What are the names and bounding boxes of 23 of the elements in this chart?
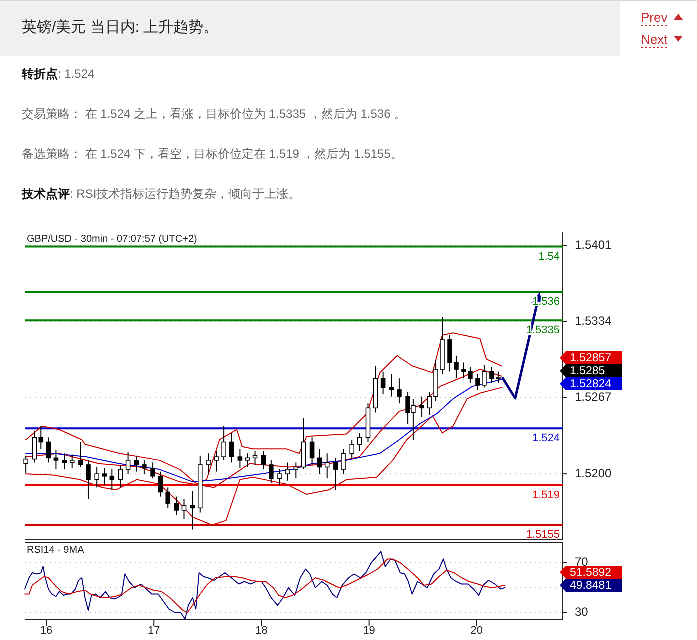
y-tick-label: 1.5401 [575,238,612,252]
ref-line-label: 1.524 [532,432,560,445]
ref-line-label: 1.5155 [526,529,560,542]
text: 技术点评: RSI技术指标运行趋势复杂，倾向于上涨。 [21,187,301,201]
y-tick-label: 30 [575,605,589,620]
x-tick-label: 16 [40,625,53,637]
text: Next [641,32,668,47]
text: Prev [641,10,668,25]
y-tick-label: 1.5334 [575,314,612,328]
text: 备选策略： 在 1.524 下，看空，目标价位定在 1.519 ，然后为 1.5155。 [22,147,403,161]
chart-title: RSI14 - 9MA [27,545,85,556]
text: 转折点: 1.524 [21,67,96,81]
chart-title: 英镑/美元 当日内: 上升趋势。 [22,19,219,36]
text: 交易策略： 在 1.524 之上，看涨，目标价位为 1.5335 ，然后为 1.536 。 [22,107,406,121]
x-tick-label: 17 [148,625,160,637]
chart-subtitle: GBP/USD - 30min - 07:07:57 (UTC+2) [27,234,198,245]
ref-line-label: 1.519 [532,489,560,502]
x-tick-label: 20 [470,625,484,637]
y-tick-label: 1.5200 [575,466,612,480]
x-tick-label: 18 [256,625,268,637]
ref-line-label: 1.54 [538,250,560,263]
x-tick-label: 19 [363,625,376,637]
y-tick-label: 1.5267 [575,390,612,404]
